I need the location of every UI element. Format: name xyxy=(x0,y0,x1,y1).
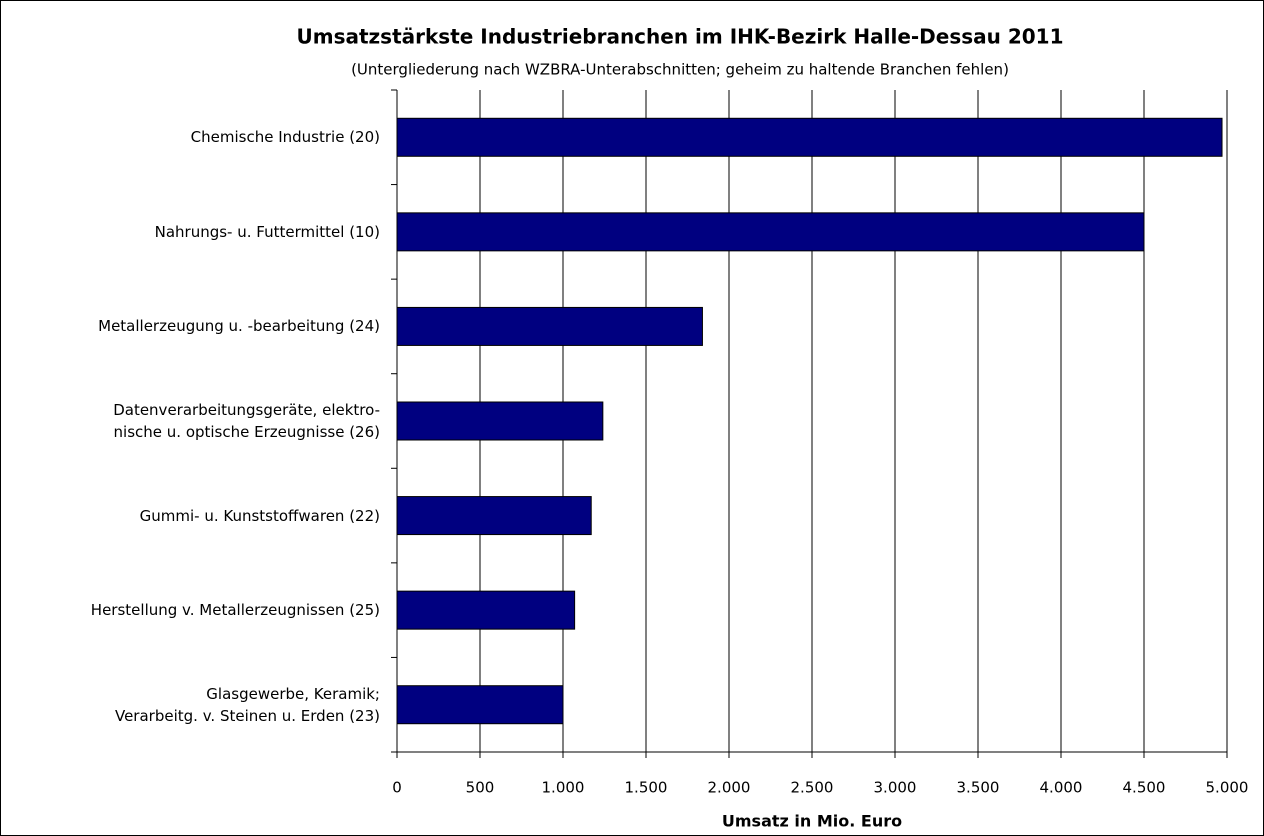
x-tick-label: 3.500 xyxy=(957,779,1000,797)
bar xyxy=(396,306,703,346)
x-tick-label: 4.000 xyxy=(1040,779,1083,797)
y-tick-label: Metallerzeugung u. -bearbeitung (24) xyxy=(98,317,380,336)
bar xyxy=(396,117,1223,157)
bar xyxy=(396,496,592,536)
bar xyxy=(396,590,576,630)
bar xyxy=(396,401,604,441)
x-axis-label: Umsatz in Mio. Euro xyxy=(722,812,902,831)
chart-title: Umsatzstärkste Industriebranchen im IHK-… xyxy=(296,25,1063,49)
x-tick-label: 4.500 xyxy=(1123,779,1166,797)
x-tick-label: 3.000 xyxy=(874,779,917,797)
y-tick-label: Chemische Industrie (20) xyxy=(190,128,380,147)
x-tick-label: 1.000 xyxy=(542,779,585,797)
bar xyxy=(396,212,1145,252)
y-tick-label: Glasgewerbe, Keramik; Verarbeitg. v. Ste… xyxy=(114,684,380,725)
x-tick-label: 500 xyxy=(466,779,495,797)
x-tick-label: 0 xyxy=(392,779,402,797)
bar xyxy=(396,685,564,725)
x-tick-label: 5.000 xyxy=(1206,779,1249,797)
y-tick-label: Gummi- u. Kunststoffwaren (22) xyxy=(139,506,380,525)
chart-subtitle: (Untergliederung nach WZBRA-Unterabschni… xyxy=(351,61,1009,79)
x-tick-label: 1.500 xyxy=(625,779,668,797)
x-tick-label: 2.000 xyxy=(708,779,751,797)
y-tick-label: Datenverarbeitungsgeräte, elektro- nisch… xyxy=(113,401,380,441)
x-tick-label: 2.500 xyxy=(791,779,834,797)
y-tick-label: Nahrungs- u. Futtermittel (10) xyxy=(154,222,380,241)
y-tick-label: Herstellung v. Metallerzeugnissen (25) xyxy=(90,601,380,620)
